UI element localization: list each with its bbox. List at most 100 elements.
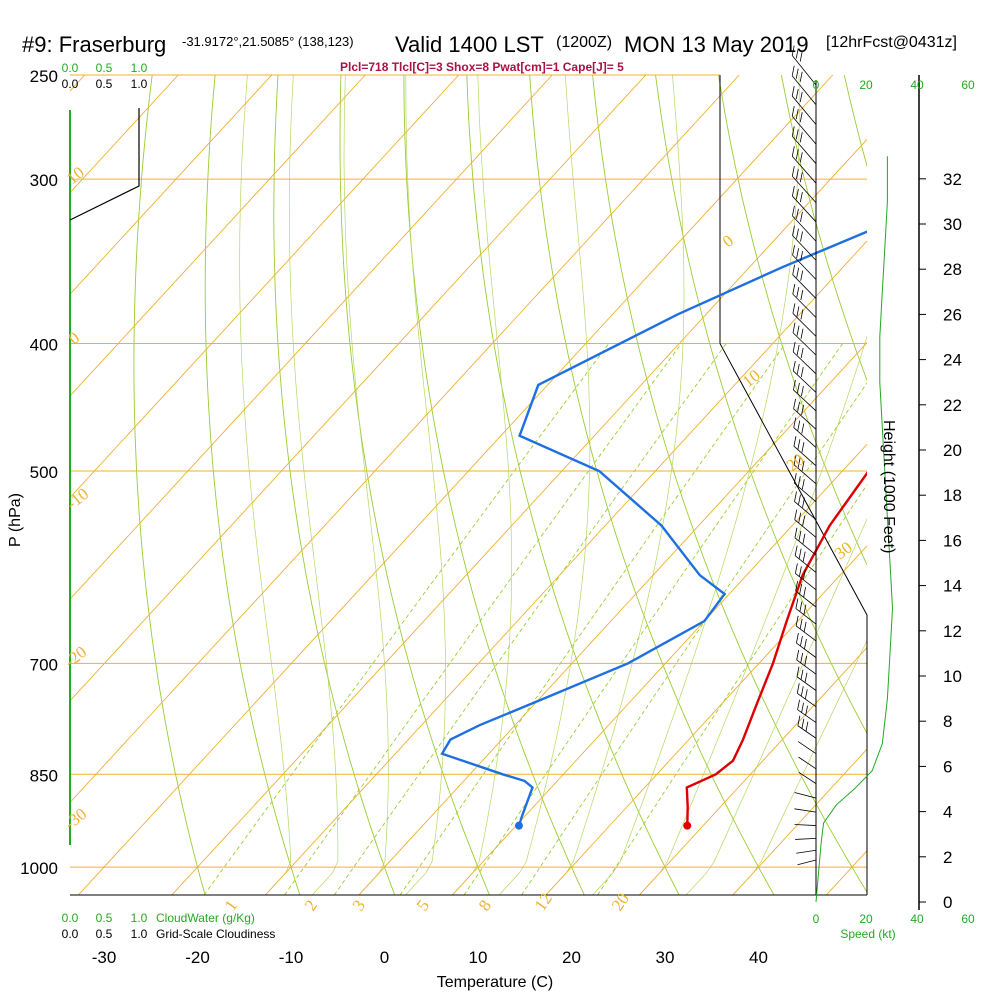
speed-height-curve xyxy=(815,156,894,903)
moist-adiabat xyxy=(343,75,389,895)
cloudwater-top-label: 0.5 xyxy=(96,61,113,75)
isotherm xyxy=(70,75,273,295)
wind-barb-feather xyxy=(797,382,800,394)
dry-adiabat xyxy=(204,75,301,895)
surface-temperature-dot xyxy=(683,821,692,830)
wind-barb-feather xyxy=(795,169,799,180)
wind-barb-feather xyxy=(798,512,802,523)
wind-barb xyxy=(792,195,817,223)
dry-adiabat xyxy=(466,75,680,895)
wind-barb-feather xyxy=(791,106,795,117)
wind-barb-feather xyxy=(799,618,803,629)
wind-barb xyxy=(796,642,817,658)
wind-barb xyxy=(794,792,817,799)
wind-barb-feather xyxy=(800,211,803,222)
wind-barb xyxy=(794,519,817,538)
height-tick-label: 6 xyxy=(943,757,952,776)
cloudwater-bottom-label: 0.5 xyxy=(96,911,113,925)
temperature-profile xyxy=(685,471,867,826)
forecast-date: MON 13 May 2019 xyxy=(624,32,809,57)
moist-adiabat xyxy=(732,639,867,895)
height-tick-label: 22 xyxy=(943,396,962,415)
wind-barb-feather xyxy=(795,109,799,120)
moist-adiabat xyxy=(288,75,339,895)
temperature-tick-label: 0 xyxy=(380,948,389,967)
wind-barb-feather xyxy=(800,270,804,281)
wind-barb xyxy=(797,741,817,754)
pressure-axis-label: P (hPa) xyxy=(7,493,24,547)
wind-barb-feather xyxy=(795,598,799,609)
wind-barb-feather xyxy=(799,71,803,82)
wind-barb xyxy=(797,692,817,707)
mixing-ratio-label: 3 xyxy=(349,896,369,914)
isotherm-label: 30 xyxy=(831,538,856,563)
wind-barb-feather xyxy=(797,439,801,450)
wind-barb-feather xyxy=(795,68,799,79)
pressure-tick-label: 850 xyxy=(30,766,58,785)
wind-barb-feather xyxy=(799,132,803,143)
dewpoint-profile xyxy=(440,230,867,827)
dry-adiabat xyxy=(843,75,867,168)
moist-adiabat xyxy=(239,75,292,895)
wind-barb-feather xyxy=(791,166,795,177)
cloudiness-top-label: 0.5 xyxy=(96,77,113,91)
wind-barb-feather xyxy=(795,149,799,160)
wind-barb xyxy=(792,313,817,337)
wind-barb-feather xyxy=(796,228,799,239)
wind-barb-feather xyxy=(796,287,800,298)
moist-adiabat xyxy=(592,75,800,895)
wind-barb xyxy=(798,756,817,770)
wind-barb-feather xyxy=(796,683,800,694)
mixing-ratio-label: 12 xyxy=(531,889,556,914)
wind-barb-feather xyxy=(793,417,797,428)
wind-barb xyxy=(792,332,817,356)
wind-barbs xyxy=(791,45,817,895)
wind-barb-feather xyxy=(800,309,804,320)
wind-barb-feather xyxy=(799,172,803,183)
speed-bottom-label: 60 xyxy=(961,912,975,926)
wind-barb-feather xyxy=(795,88,799,100)
wind-barb-feather xyxy=(794,509,798,520)
wind-barb xyxy=(793,464,817,485)
wind-barb xyxy=(795,625,817,642)
moist-adiabat xyxy=(405,75,446,895)
wind-barb xyxy=(795,573,817,591)
isotherm-label: 10 xyxy=(739,366,764,391)
cloudiness-top-label: 0.0 xyxy=(62,77,79,91)
isotherm xyxy=(639,646,867,895)
wind-barb-feather xyxy=(799,152,803,163)
cloudiness-axis-label: Grid-Scale Cloudiness xyxy=(156,927,275,941)
wind-barb-feather xyxy=(792,225,795,236)
wind-barb-feather xyxy=(799,191,803,203)
wind-barb-feather xyxy=(798,566,802,577)
speed-bottom-label: 20 xyxy=(859,912,873,926)
temperature-tick-label: -30 xyxy=(92,948,117,967)
wind-barb xyxy=(796,676,817,691)
wind-barb-feather xyxy=(802,569,806,580)
wind-barb-feather xyxy=(800,652,804,664)
speed-top-label: 40 xyxy=(910,78,924,92)
wind-barb xyxy=(794,808,817,813)
wind-barb-feather xyxy=(793,473,797,484)
wind-barb-feather xyxy=(803,621,807,632)
temperature-tick-label: -20 xyxy=(185,948,210,967)
wind-barb xyxy=(792,293,817,318)
wind-barb-feather xyxy=(793,454,797,465)
pressure-tick-label: 400 xyxy=(30,336,58,355)
wind-barb-feather xyxy=(802,533,806,544)
pressure-tick-label: 700 xyxy=(30,655,58,674)
mixing-ratio-line xyxy=(333,343,727,895)
wind-barb-feather xyxy=(797,715,801,726)
wind-barb-feather xyxy=(797,476,801,487)
isotherm xyxy=(732,748,867,895)
wind-barb-feather xyxy=(796,666,800,677)
wind-barb-feather xyxy=(794,563,798,574)
wind-barb-feather xyxy=(800,347,804,358)
wind-barb-feather xyxy=(796,363,800,375)
wind-barb-feather xyxy=(796,632,799,644)
wind-barb-feather xyxy=(805,705,808,716)
pressure-tick-label: 1000 xyxy=(20,859,58,878)
height-tick-label: 24 xyxy=(943,351,962,370)
wind-barb-feather xyxy=(791,146,795,157)
wind-barb-feather xyxy=(792,245,795,256)
